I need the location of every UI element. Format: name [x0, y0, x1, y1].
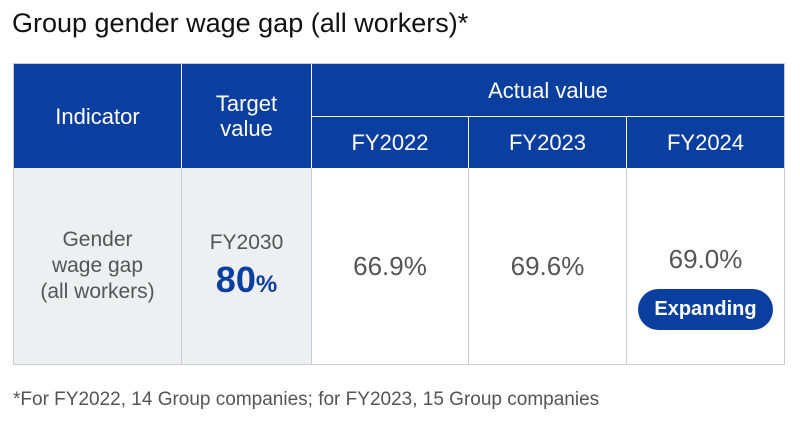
target-year: FY2030: [209, 231, 284, 254]
header-cell: Indicator: [14, 64, 181, 168]
header-text: FY2022: [351, 130, 429, 155]
header-cell: FY2024: [627, 117, 784, 168]
header-cell: FY2022: [312, 117, 468, 168]
page-title: Group gender wage gap (all workers)*: [12, 8, 469, 38]
value-cell: 66.9%: [312, 168, 468, 364]
header-cell: Actual value: [312, 64, 784, 116]
row-label-cell: Gender wage gap (all workers): [14, 168, 181, 364]
target-value: 80: [215, 259, 256, 300]
header-cell: Target value: [182, 64, 311, 168]
divider: [468, 168, 469, 364]
row-label: Gender wage gap (all workers): [40, 228, 155, 303]
shade: [14, 168, 311, 364]
status-badge: Expanding: [638, 289, 773, 330]
value: 69.0%: [668, 244, 743, 274]
target-cell: FY2030 80%: [182, 168, 311, 364]
table: Indicator Target value Actual value FY20…: [13, 63, 785, 365]
header-text: FY2023: [508, 130, 587, 155]
value: 69.6%: [510, 250, 585, 281]
target-unit: %: [255, 271, 278, 298]
header-text: FY2024: [666, 130, 745, 155]
footnote: *For FY2022, 14 Group companies; for FY2…: [13, 389, 600, 410]
divider: [181, 168, 182, 364]
header-text: Target value: [215, 91, 278, 141]
header-cell: FY2023: [469, 117, 626, 168]
divider: [311, 168, 312, 364]
value-cell: 69.6%: [469, 168, 626, 364]
header-text: Actual value: [488, 77, 608, 103]
header-text: Indicator: [55, 103, 140, 129]
value-cell: 69.0% Expanding: [627, 168, 784, 364]
value: 66.9%: [353, 250, 427, 281]
divider: [626, 168, 627, 364]
